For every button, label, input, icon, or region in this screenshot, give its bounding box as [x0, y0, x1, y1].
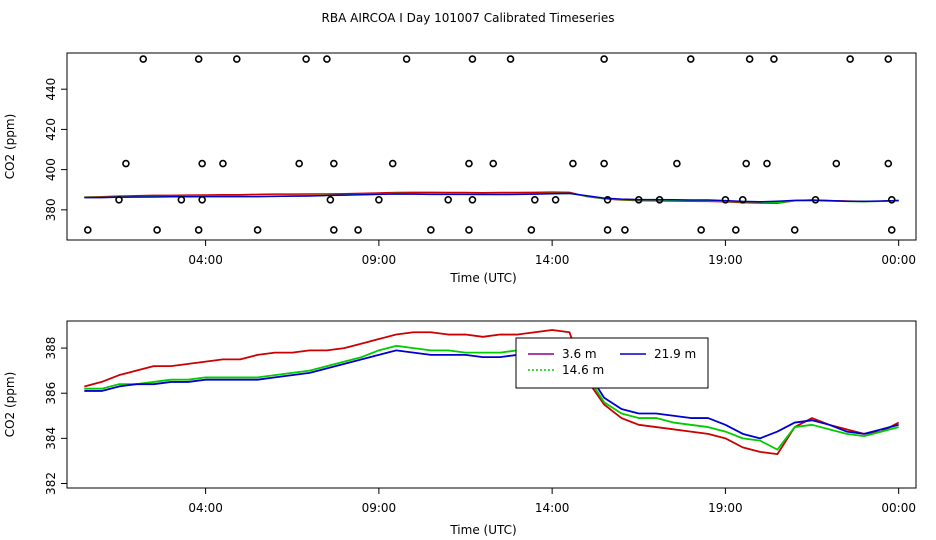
- y-tick-label: 440: [44, 78, 58, 101]
- legend: 3.6 m 14.6 m 21.9 m: [515, 337, 709, 389]
- scatter-point: [489, 159, 498, 168]
- scatter-point: [468, 55, 477, 63]
- x-tick-label: 19:00: [708, 501, 743, 515]
- legend-frame: [515, 337, 709, 389]
- scatter-point: [634, 195, 643, 204]
- scatter-point: [323, 55, 331, 63]
- x-tick-label: 04:00: [188, 253, 223, 267]
- scatter-point: [738, 195, 747, 204]
- scatter-point: [600, 55, 608, 63]
- legend-label: 21.9 m: [654, 347, 696, 361]
- scatter-point: [219, 159, 227, 168]
- scatter-point: [465, 159, 473, 168]
- scatter-point: [527, 226, 536, 234]
- scatter-point: [551, 195, 560, 204]
- legend-label: 14.6 m: [562, 363, 604, 377]
- scatter-point: [326, 195, 335, 204]
- legend-label: 3.6 m: [562, 347, 597, 361]
- bottom-panel: 04:00 09:00 14:00 19:00 00:00 382 384 386 388 Tim…: [3, 320, 917, 537]
- x-tick-label: 09:00: [362, 501, 397, 515]
- scatter-point: [506, 55, 515, 63]
- y-tick-label: 382: [44, 472, 58, 495]
- scatter-point: [811, 195, 820, 204]
- y-tick-label: 400: [44, 158, 58, 181]
- scatter-point: [621, 226, 629, 234]
- scatter-point: [697, 226, 705, 234]
- x-tick-label: 14:00: [535, 253, 570, 267]
- scatter-point: [655, 195, 664, 204]
- scatter-point: [721, 195, 730, 204]
- top-series-line: [84, 192, 899, 203]
- scatter-point: [83, 226, 92, 234]
- x-tick-label: 19:00: [708, 253, 743, 267]
- scatter-point: [742, 159, 751, 168]
- scatter-point: [790, 226, 799, 234]
- scatter-point: [427, 226, 435, 234]
- scatter-point: [402, 55, 411, 63]
- scatter-point: [153, 226, 161, 234]
- scatter-point: [745, 55, 754, 63]
- y-tick-label: 420: [44, 118, 58, 141]
- top-panel: 04:00 09:00 14:00 19:00 00:00 380 400 420 440 Tim…: [3, 52, 917, 285]
- scatter-point: [884, 55, 893, 63]
- scatter-point: [770, 55, 778, 63]
- scatter-point: [531, 195, 539, 204]
- scatter-point: [233, 55, 241, 63]
- plot-frame: [66, 320, 917, 489]
- scatter-point: [354, 226, 362, 234]
- scatter-point: [122, 159, 130, 168]
- y-tick-label: 388: [44, 337, 58, 360]
- y-axis-label: CO2 (ppm): [3, 114, 17, 180]
- scatter-point: [673, 159, 681, 168]
- plot-frame: [66, 52, 917, 241]
- scatter-point: [177, 195, 186, 204]
- scatter-point: [887, 226, 896, 234]
- scatter-point: [732, 226, 740, 234]
- scatter-point: [388, 159, 397, 168]
- series-line-36m: [84, 329, 900, 456]
- scatter-point: [600, 159, 608, 168]
- figure-title: RBA AIRCOA I Day 101007 Calibrated Times…: [322, 11, 615, 25]
- scatter-point: [139, 55, 148, 63]
- x-tick-label: 14:00: [535, 501, 570, 515]
- scatter-point: [884, 159, 893, 168]
- scatter-point: [832, 159, 841, 168]
- scatter-point: [887, 195, 896, 204]
- scatter-point: [295, 159, 303, 168]
- scatter-point: [198, 159, 206, 168]
- x-tick-label: 00:00: [881, 501, 916, 515]
- series-line-146m: [84, 342, 899, 451]
- x-axis-label: Time (UTC): [449, 271, 516, 285]
- scatter-point: [763, 159, 771, 168]
- scatter-point: [194, 55, 203, 63]
- scatter-point: [302, 55, 310, 63]
- scatter-point: [330, 226, 338, 234]
- scatter-point: [468, 195, 477, 204]
- x-tick-label: 09:00: [362, 253, 397, 267]
- y-tick-label: 386: [44, 382, 58, 405]
- y-tick-label: 384: [44, 427, 58, 450]
- x-axis-label: Time (UTC): [449, 523, 516, 537]
- top-series-line: [84, 191, 899, 204]
- scatter-point: [198, 195, 206, 204]
- scatter-point: [465, 226, 473, 234]
- y-tick-label: 380: [44, 198, 58, 221]
- scatter-point: [253, 226, 262, 234]
- scatter-point: [686, 55, 695, 63]
- series-line-219m: [84, 342, 899, 440]
- x-tick-label: 00:00: [881, 253, 916, 267]
- scatter-point: [603, 226, 612, 234]
- x-tick-label: 04:00: [188, 501, 223, 515]
- scatter-point: [375, 195, 383, 204]
- scatter-point: [194, 226, 203, 234]
- scatter-point: [846, 55, 854, 63]
- scatter-point: [603, 195, 612, 204]
- scatter-point: [330, 159, 338, 168]
- scatter-point: [115, 195, 123, 204]
- y-axis-label: CO2 (ppm): [3, 372, 17, 438]
- scatter-point: [444, 195, 452, 204]
- scatter-point: [569, 159, 577, 168]
